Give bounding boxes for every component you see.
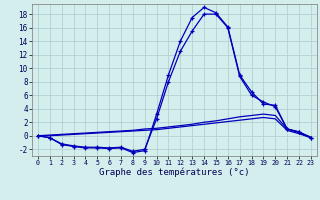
X-axis label: Graphe des températures (°c): Graphe des températures (°c) [99,168,250,177]
